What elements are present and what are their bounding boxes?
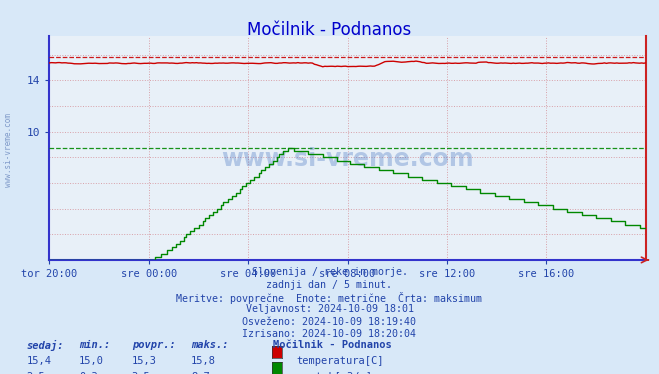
Text: Osveženo: 2024-10-09 18:19:40: Osveženo: 2024-10-09 18:19:40	[243, 317, 416, 327]
Text: 8,7: 8,7	[191, 372, 210, 374]
Text: 15,4: 15,4	[26, 356, 51, 366]
Text: 15,3: 15,3	[132, 356, 157, 366]
Text: www.si-vreme.com: www.si-vreme.com	[4, 113, 13, 187]
Text: Močilnik - Podnanos: Močilnik - Podnanos	[247, 21, 412, 39]
Text: 2,5: 2,5	[26, 372, 45, 374]
Text: Izrisano: 2024-10-09 18:20:04: Izrisano: 2024-10-09 18:20:04	[243, 329, 416, 339]
Text: zadnji dan / 5 minut.: zadnji dan / 5 minut.	[266, 280, 393, 290]
Text: 15,0: 15,0	[79, 356, 104, 366]
Text: Meritve: povprečne  Enote: metrične  Črta: maksimum: Meritve: povprečne Enote: metrične Črta:…	[177, 292, 482, 304]
Text: sedaj:: sedaj:	[26, 340, 64, 351]
Text: www.si-vreme.com: www.si-vreme.com	[221, 147, 474, 171]
Text: temperatura[C]: temperatura[C]	[297, 356, 384, 366]
Text: min.:: min.:	[79, 340, 110, 350]
Text: 15,8: 15,8	[191, 356, 216, 366]
Text: maks.:: maks.:	[191, 340, 229, 350]
Text: Močilnik - Podnanos: Močilnik - Podnanos	[273, 340, 392, 350]
Text: 0,3: 0,3	[79, 372, 98, 374]
Text: povpr.:: povpr.:	[132, 340, 175, 350]
Text: 3,5: 3,5	[132, 372, 150, 374]
Text: Slovenija / reke in morje.: Slovenija / reke in morje.	[252, 267, 407, 278]
Text: Veljavnost: 2024-10-09 18:01: Veljavnost: 2024-10-09 18:01	[246, 304, 413, 315]
Text: pretok[m3/s]: pretok[m3/s]	[297, 372, 372, 374]
